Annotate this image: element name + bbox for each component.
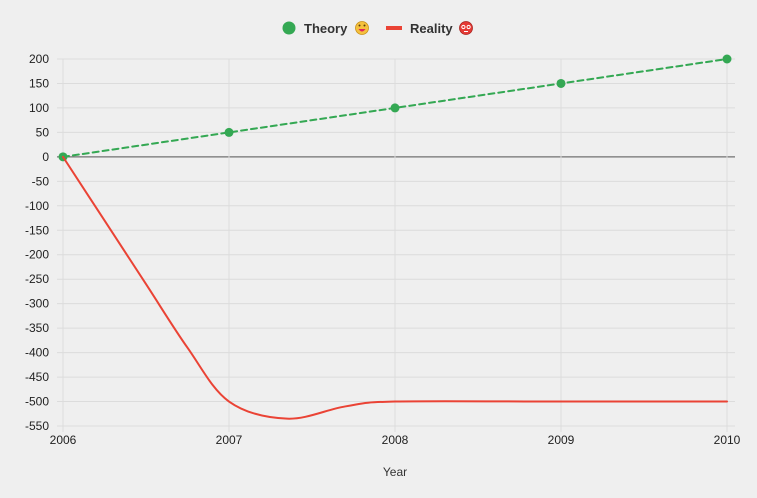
reality-emoji-eye (461, 24, 466, 30)
legend: Theory Reality (282, 21, 473, 36)
y-tick-label: -250 (25, 272, 49, 286)
reality-legend-marker (386, 26, 402, 30)
reality-emoji-icon (459, 21, 473, 35)
theory-legend-marker (282, 21, 296, 35)
y-tick-label: 200 (29, 52, 49, 66)
y-tick-label: -50 (32, 174, 50, 188)
y-tick-label: -300 (25, 297, 49, 311)
x-tick-label: 2010 (714, 433, 741, 447)
theory-emoji-tongue (358, 29, 366, 32)
theory-data-point (556, 78, 566, 88)
y-tick-label: -500 (25, 395, 49, 409)
x-tick-label: 2009 (548, 433, 575, 447)
reality-legend-label: Reality (410, 21, 453, 36)
axes: 200 150 100 50 0 -50 -100 -150 -200 -250 -300 -350 -… (25, 52, 741, 447)
theory-data-point (390, 103, 400, 113)
x-tick-label: 2006 (50, 433, 77, 447)
reality-emoji-eye (466, 24, 471, 30)
theory-emoji-eye (358, 24, 361, 27)
theory-emoji-eye (363, 24, 366, 27)
y-tick-label: -150 (25, 223, 49, 237)
y-tick-label: 50 (36, 125, 50, 139)
grid (57, 58, 735, 432)
series (58, 54, 732, 420)
y-tick-label: -200 (25, 248, 49, 262)
y-tick-label: 100 (29, 101, 49, 115)
theory-emoji-icon (355, 21, 369, 35)
y-tick-label: -550 (25, 419, 49, 433)
x-tick-label: 2007 (216, 433, 243, 447)
y-tick-label: -400 (25, 346, 49, 360)
x-axis-title: Year (383, 465, 407, 479)
reality-series-line (62, 155, 728, 420)
y-tick-label: 150 (29, 76, 49, 90)
y-tick-label: -100 (25, 199, 49, 213)
theory-data-point (722, 54, 732, 64)
theory-data-point (224, 127, 234, 137)
theory-legend-label: Theory (304, 21, 348, 36)
x-tick-label: 2008 (382, 433, 409, 447)
y-tick-label: -450 (25, 370, 49, 384)
y-tick-label: 0 (42, 150, 49, 164)
y-tick-label: -350 (25, 321, 49, 335)
